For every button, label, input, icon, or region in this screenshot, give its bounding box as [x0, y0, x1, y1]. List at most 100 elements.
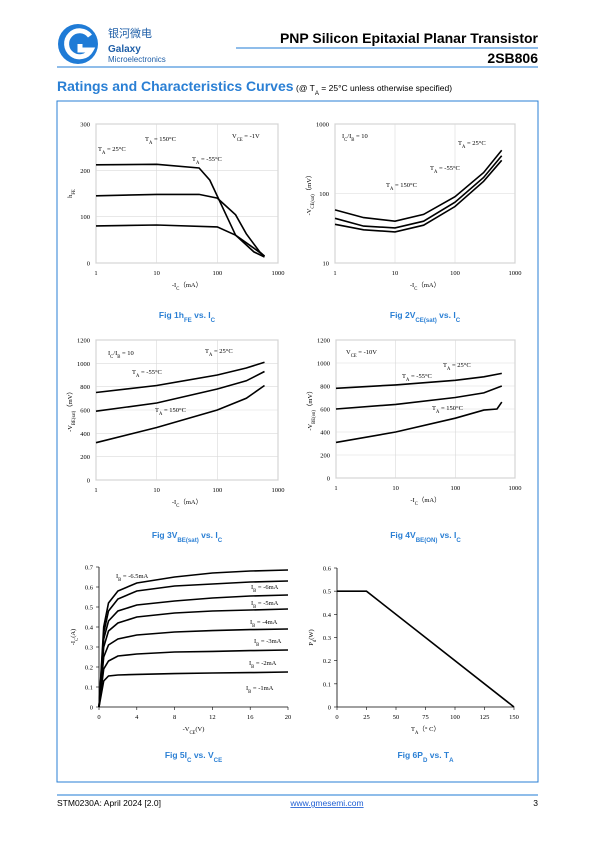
text-part: -I: [172, 282, 176, 289]
doc-title: PNP Silicon Epitaxial Planar Transistor: [280, 30, 539, 46]
text-part: = -2mA: [254, 660, 276, 667]
x-tick-label: 100: [450, 270, 460, 277]
subscript: B: [351, 138, 354, 143]
text-part: T: [402, 373, 406, 380]
y-tick-label: 300: [80, 122, 90, 129]
subscript: C: [415, 502, 418, 507]
text-part: h: [179, 310, 184, 320]
x-tick-label: 1: [94, 487, 97, 494]
footer-url[interactable]: www.gmesemi.com: [289, 798, 363, 808]
text-part: = 10: [354, 133, 367, 140]
annotation: TA = 25°C: [205, 348, 233, 358]
subscript: CE: [237, 138, 243, 143]
subscript: A: [390, 187, 394, 192]
y-tick-label: 0: [87, 261, 90, 268]
y-tick-label: 0.7: [85, 565, 94, 572]
text-part: T: [430, 165, 434, 172]
x-axis-label: -IC（mA）: [410, 496, 440, 507]
x-tick-label: 1000: [272, 487, 285, 494]
x-tick-label: 1000: [509, 485, 522, 492]
text-part: -I: [70, 641, 77, 645]
text-part: T: [443, 362, 447, 369]
curve: [98, 608, 289, 708]
text-part: = -6.5mA: [121, 573, 148, 580]
x-axis-label: -IC（mA）: [410, 281, 440, 292]
text-part: -V: [183, 726, 190, 733]
subscript: C: [176, 504, 179, 509]
subscript: BE(sat): [177, 537, 198, 544]
subscript: A: [415, 731, 419, 736]
subscript: A: [149, 141, 153, 146]
text-part: P: [417, 750, 423, 760]
curve: [334, 159, 503, 233]
annotation: TA = -55°C: [402, 373, 432, 383]
annotation: TA = 150°C: [386, 182, 417, 192]
subscript: A: [447, 367, 451, 372]
subscript: C: [456, 317, 461, 324]
x-tick-label: 125: [480, 714, 490, 721]
figure-number: Fig 4: [390, 530, 410, 540]
y-tick-label: 0.1: [323, 681, 331, 688]
brand-cn: 银河微电: [108, 26, 152, 40]
figure-number: Fig 5: [165, 750, 185, 760]
annotation: IB = -4mA: [250, 619, 278, 629]
figure-caption: Fig 5IC vs. VCE: [165, 750, 222, 764]
curve: [95, 193, 266, 257]
subscript: FE: [72, 189, 77, 195]
text-part: = 25°C unless otherwise specified): [319, 83, 452, 93]
text-part: -V: [306, 208, 313, 215]
subscript: CE(sat): [415, 317, 436, 324]
y-tick-label: 200: [80, 168, 90, 175]
y-tick-label: 0.1: [85, 685, 93, 692]
y-axis-label: -VCE(sat)（mV）: [305, 172, 316, 216]
x-tick-label: 10: [153, 270, 160, 277]
text-part: I: [251, 584, 253, 591]
text-part: I: [108, 350, 110, 357]
subscript: D: [423, 757, 428, 764]
y-tick-label: 0: [87, 478, 90, 485]
x-tick-label: 10: [392, 485, 399, 492]
subscript: C: [211, 317, 216, 324]
curve: [98, 671, 289, 708]
y-tick-label: 400: [80, 431, 90, 438]
text-part: vs. I: [437, 530, 456, 540]
text-part: = 25°C: [212, 348, 232, 355]
curve: [98, 628, 289, 708]
text-part: T: [145, 136, 149, 143]
figure-number: Fig 6: [397, 750, 417, 760]
annotation: TA = -55°C: [132, 369, 162, 379]
x-tick-label: 1000: [272, 270, 285, 277]
y-tick-label: 0: [90, 705, 93, 712]
y-tick-label: 10: [323, 261, 330, 268]
y-tick-label: 100: [319, 191, 329, 198]
subscript: A: [449, 757, 454, 764]
x-tick-label: 25: [363, 714, 370, 721]
text-part: I: [246, 685, 248, 692]
curve: [95, 163, 265, 258]
annotation: IB = -6.5mA: [116, 573, 149, 583]
curve: [98, 580, 289, 708]
subscript: BE(on): [312, 410, 317, 424]
curve: [98, 594, 289, 708]
text-part: vs. I: [437, 310, 456, 320]
x-tick-label: 12: [209, 714, 216, 721]
x-tick-label: 0: [97, 714, 100, 721]
figure-frame: [56, 100, 539, 783]
y-axis-label: -VBE(on)（mV）: [306, 387, 317, 430]
y-tick-label: 0.2: [85, 665, 93, 672]
text-part: T: [98, 146, 102, 153]
subscript: CE: [351, 354, 357, 359]
subscript: C: [187, 757, 192, 764]
annotation: IB = -5mA: [251, 600, 279, 610]
text-part: /I: [113, 350, 117, 357]
subscript: CE: [189, 731, 195, 736]
text-part: V: [410, 530, 416, 540]
subscript: A: [159, 412, 163, 417]
text-part: -I: [410, 282, 414, 289]
y-tick-label: 0.4: [85, 625, 94, 632]
subscript: C: [414, 287, 417, 292]
subscript: C: [456, 537, 461, 544]
x-tick-label: 20: [285, 714, 292, 721]
text-part: I: [116, 573, 118, 580]
text-part: P: [308, 642, 315, 646]
